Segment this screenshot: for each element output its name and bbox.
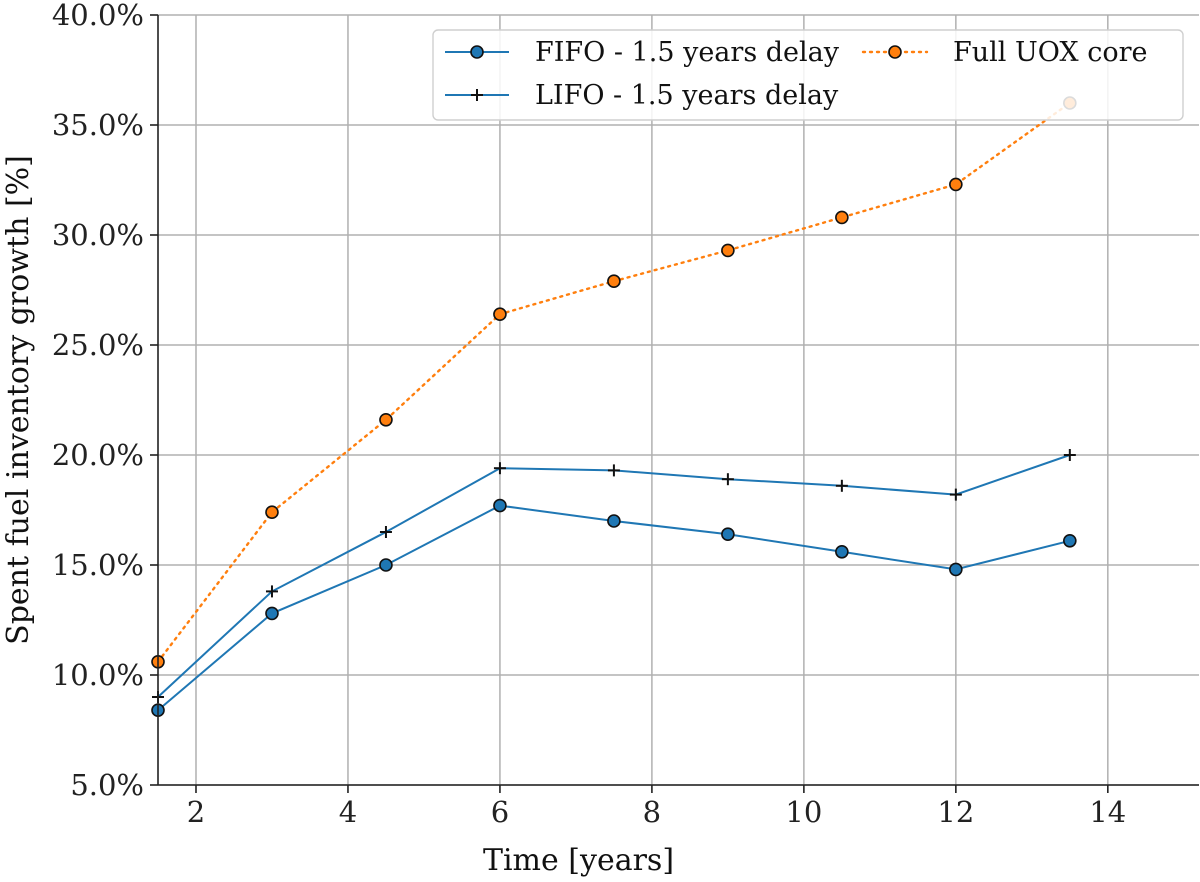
data-point: [721, 473, 734, 486]
data-point: [949, 488, 962, 501]
y-axis-title: Spent fuel inventory growth [%]: [1, 155, 36, 645]
data-point: [721, 527, 735, 542]
axes: 2 4 6 8 10 12 14 5.0% 10.0% 15.0% 20.0% 25.0% 30.0% 3…: [52, 0, 1199, 829]
series-2: [152, 449, 1076, 703]
x-tick-label: 8: [643, 795, 661, 829]
data-point: [607, 464, 620, 477]
x-tick-label: 10: [785, 795, 822, 829]
series-3: [151, 96, 1077, 669]
x-tick-label: 14: [1089, 795, 1126, 829]
data-point: [1063, 533, 1077, 548]
y-tick-label: 30.0%: [52, 218, 144, 252]
data-point: [379, 412, 393, 427]
legend-entry-1: FIFO - 1.5 years delay: [445, 37, 840, 68]
y-tick-label: 40.0%: [52, 0, 144, 32]
x-tick-label: 6: [491, 795, 509, 829]
data-point: [265, 606, 279, 621]
legend-marker: [888, 45, 902, 59]
data-point: [949, 562, 963, 577]
legend-marker: [470, 45, 484, 59]
legend-label: Full UOX core: [953, 37, 1147, 68]
y-tick-label: 15.0%: [52, 548, 144, 582]
legend-label: LIFO - 1.5 years delay: [535, 80, 839, 111]
data-point: [835, 479, 848, 492]
data-point: [835, 544, 849, 559]
data-point: [265, 505, 279, 520]
legend-label: FIFO - 1.5 years delay: [535, 37, 840, 68]
data-point: [607, 514, 621, 528]
y-tick-label: 35.0%: [52, 108, 144, 142]
data-point: [379, 526, 392, 538]
data-point: [949, 177, 963, 192]
data-point: [493, 307, 507, 322]
y-tick-label: 5.0%: [70, 768, 144, 802]
legend-entry-3: Full UOX core: [861, 37, 1147, 68]
x-tick-label: 2: [187, 795, 205, 829]
x-tick-label: 4: [339, 795, 357, 829]
data-point: [493, 462, 506, 475]
data-point: [835, 210, 849, 225]
legend-entry-2: LIFO - 1.5 years delay: [445, 80, 839, 111]
data-point: [721, 243, 735, 258]
x-tick-label: 12: [937, 795, 974, 829]
legend-marker: [471, 89, 483, 101]
series-line: [157, 454, 1071, 698]
data-point: [493, 498, 507, 513]
x-axis-title: Time [years]: [483, 843, 674, 878]
series-line: [156, 101, 1072, 663]
data-point: [1063, 449, 1076, 461]
legend: FIFO - 1.5 years delay LIFO - 1.5 years d…: [432, 29, 1184, 121]
y-tick-label: 25.0%: [52, 328, 144, 362]
grid: [158, 14, 1199, 786]
y-tick-label: 20.0%: [52, 438, 144, 472]
series-line: [157, 504, 1071, 711]
series-layer: [151, 96, 1077, 718]
data-point: [265, 585, 278, 598]
data-point: [379, 558, 393, 572]
data-point: [607, 274, 621, 289]
series-1: [151, 498, 1077, 718]
legend-box: [432, 29, 1184, 121]
y-tick-label: 10.0%: [52, 658, 144, 692]
